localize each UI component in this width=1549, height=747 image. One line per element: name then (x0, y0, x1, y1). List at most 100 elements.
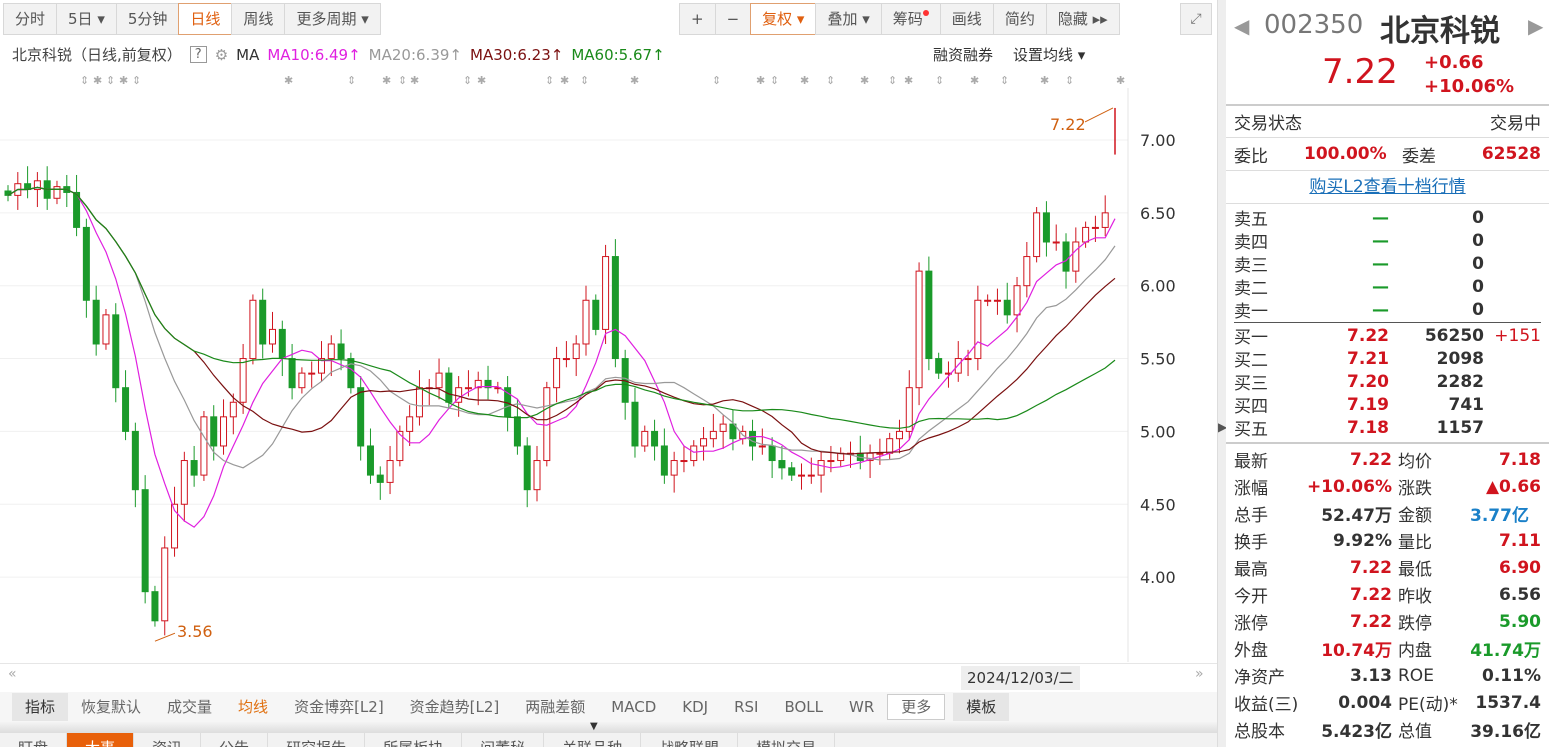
event-marker-icon[interactable]: ✱ (410, 74, 420, 87)
next-stock-icon[interactable]: ▶ (1528, 14, 1544, 38)
margin-trading-button[interactable]: 融资融券 (933, 46, 994, 64)
event-marker-icon[interactable]: ✱ (970, 74, 980, 87)
scroll-left-button[interactable]: « (8, 666, 17, 682)
candlestick-chart[interactable]: 7.00 6.50 6.00 5.50 5.00 4.50 4.00 7.22 3.56 (0, 88, 1217, 662)
event-marker-icon[interactable]: ✱ (756, 74, 766, 87)
candle-body (415, 387, 423, 418)
bottom-tab[interactable]: 公告 (201, 733, 269, 747)
indicator-tab[interactable]: WR (849, 698, 875, 716)
collapse-icon[interactable]: ▼ (590, 721, 598, 732)
period-tab[interactable]: 周线 (231, 3, 286, 35)
event-marker-icon[interactable]: ⇕ (106, 74, 116, 87)
indicator-tab[interactable]: 更多 (887, 694, 946, 720)
event-marker-icon[interactable]: ✱ (630, 74, 640, 87)
indicator-tab[interactable]: 成交量 (167, 698, 213, 716)
event-marker-icon[interactable]: ✱ (904, 74, 914, 87)
event-marker-icon[interactable]: ⇕ (398, 74, 408, 87)
event-marker-icon[interactable]: ⇕ (888, 74, 898, 87)
bottom-tab[interactable]: 战略联盟 (641, 733, 739, 747)
ask-row[interactable]: 卖二 — 0 (1226, 275, 1549, 300)
event-marker-icon[interactable]: ⇕ (80, 74, 90, 87)
event-marker-icon[interactable]: ✱ (1040, 74, 1050, 87)
event-marker-icon[interactable]: ✱ (284, 74, 294, 87)
event-marker-icon[interactable]: ✱ (860, 74, 870, 87)
indicator-tab[interactable]: 资金博弈[L2] (294, 698, 384, 716)
indicator-tab[interactable]: MACD (611, 698, 657, 716)
bid-row[interactable]: 买一 7.22 56250 +151 (1226, 324, 1549, 349)
indicator-tab[interactable]: 指标 (12, 693, 69, 721)
event-marker-icon[interactable]: ✱ (560, 74, 570, 87)
panel-splitter[interactable]: ▶ (1217, 0, 1228, 747)
stat-value: 41.74万 (1470, 641, 1541, 661)
event-marker-icon[interactable]: ✱ (382, 74, 392, 87)
event-marker-icon[interactable]: ⇕ (1065, 74, 1075, 87)
bottom-tab[interactable]: 关联品种 (544, 733, 642, 747)
event-marker-icon[interactable]: ✱ (1116, 74, 1126, 87)
bid-row[interactable]: 买五 7.18 1157 (1226, 416, 1549, 441)
period-tab[interactable]: 5分钟 (115, 3, 180, 35)
period-tab[interactable]: 更多周期 ▾ (284, 3, 381, 35)
indicator-tab[interactable]: KDJ (682, 698, 709, 716)
indicator-tab[interactable]: 均线 (238, 698, 269, 716)
bottom-tab[interactable]: 资讯 (134, 733, 202, 747)
event-marker-icon[interactable]: ⇕ (347, 74, 357, 87)
event-marker-icon[interactable]: ✱ (477, 74, 487, 87)
event-marker-icon[interactable]: ⇕ (935, 74, 945, 87)
indicator-tab[interactable]: RSI (734, 698, 759, 716)
period-tab[interactable]: 5日 ▾ (56, 3, 117, 35)
chart-tool-button[interactable]: + (679, 3, 716, 35)
event-marker-icon[interactable]: ✱ (119, 74, 129, 87)
prev-stock-icon[interactable]: ◀ (1234, 14, 1250, 38)
chart-tool-button[interactable]: 叠加 ▾ (815, 3, 882, 35)
event-marker-icon[interactable]: ⇕ (712, 74, 722, 87)
bottom-tab[interactable]: 大事 (67, 733, 135, 747)
chart-tool-button[interactable]: 简约 (992, 3, 1047, 35)
indicator-tab[interactable]: BOLL (784, 698, 824, 716)
indicator-tab[interactable]: 模板 (953, 693, 1010, 721)
event-marker-icon[interactable]: ⇕ (1000, 74, 1010, 87)
event-marker-icon[interactable]: ✱ (800, 74, 810, 87)
set-ma-button[interactable]: 设置均线 ▾ (1013, 46, 1086, 64)
bottom-tab[interactable]: 研究报告 (268, 733, 366, 747)
bottom-tab[interactable]: 所属板块 (365, 733, 463, 747)
event-marker-icon[interactable]: ⇕ (545, 74, 555, 87)
bid-row[interactable]: 买二 7.21 2098 (1226, 347, 1549, 372)
fullscreen-button[interactable]: ⤢ (1180, 3, 1212, 35)
ask-row[interactable]: 卖四 — 0 (1226, 229, 1549, 254)
bid-row[interactable]: 买三 7.20 2282 (1226, 370, 1549, 395)
bottom-tab[interactable]: 模拟交易 (738, 733, 836, 747)
quote-stats: 最新 7.22 均价 7.18 涨幅 +10.06% 涨跌 ▲0.66 总手 52.47万 金额 3.… (1226, 442, 1549, 743)
period-tab[interactable]: 日线 (178, 3, 233, 35)
period-tab[interactable]: 分时 (3, 3, 58, 35)
buy-l2-link[interactable]: 购买L2查看十档行情 (1309, 177, 1466, 197)
help-icon[interactable]: ? (189, 46, 207, 63)
ask-row[interactable]: 卖三 — 0 (1226, 252, 1549, 277)
indicator-tab[interactable]: 资金趋势[L2] (409, 698, 500, 716)
chart-tool-button[interactable]: 筹码 (880, 3, 941, 35)
chart-tool-button[interactable]: 画线 (939, 3, 994, 35)
event-marker-icon[interactable]: ✱ (93, 74, 103, 87)
indicator-tab[interactable]: 两融差额 (525, 698, 586, 716)
ask-row[interactable]: 卖五 — 0 (1226, 206, 1549, 231)
y-tick-label: 4.50 (1140, 495, 1176, 514)
collapse-right-icon[interactable]: ▶ (1218, 420, 1228, 434)
bottom-tab[interactable]: 盯盘 (0, 733, 68, 747)
candle-body (974, 299, 982, 360)
chart-tool-button[interactable]: 隐藏 ▸▸ (1045, 3, 1120, 35)
scroll-right-button[interactable]: » (1195, 666, 1204, 682)
event-marker-icon[interactable]: ⇕ (132, 74, 142, 87)
gear-icon[interactable]: ⚙ (214, 45, 229, 64)
bottom-tab[interactable]: 问董秘 (462, 733, 545, 747)
chart-tool-button[interactable]: 复权 ▾ (750, 3, 817, 35)
candle-body (141, 489, 149, 593)
panel-resize-handle[interactable]: ▼ (0, 722, 1217, 733)
stat-row: 涨幅 +10.06% 涨跌 ▲0.66 (1226, 473, 1549, 500)
event-marker-icon[interactable]: ⇕ (826, 74, 836, 87)
chart-tool-button[interactable]: − (714, 3, 752, 35)
ask-row[interactable]: 卖一 — 0 (1226, 298, 1549, 323)
indicator-tab[interactable]: 恢复默认 (81, 698, 142, 716)
event-marker-icon[interactable]: ⇕ (463, 74, 473, 87)
event-marker-icon[interactable]: ⇕ (770, 74, 780, 87)
bid-row[interactable]: 买四 7.19 741 (1226, 393, 1549, 418)
event-marker-icon[interactable]: ⇕ (580, 74, 590, 87)
